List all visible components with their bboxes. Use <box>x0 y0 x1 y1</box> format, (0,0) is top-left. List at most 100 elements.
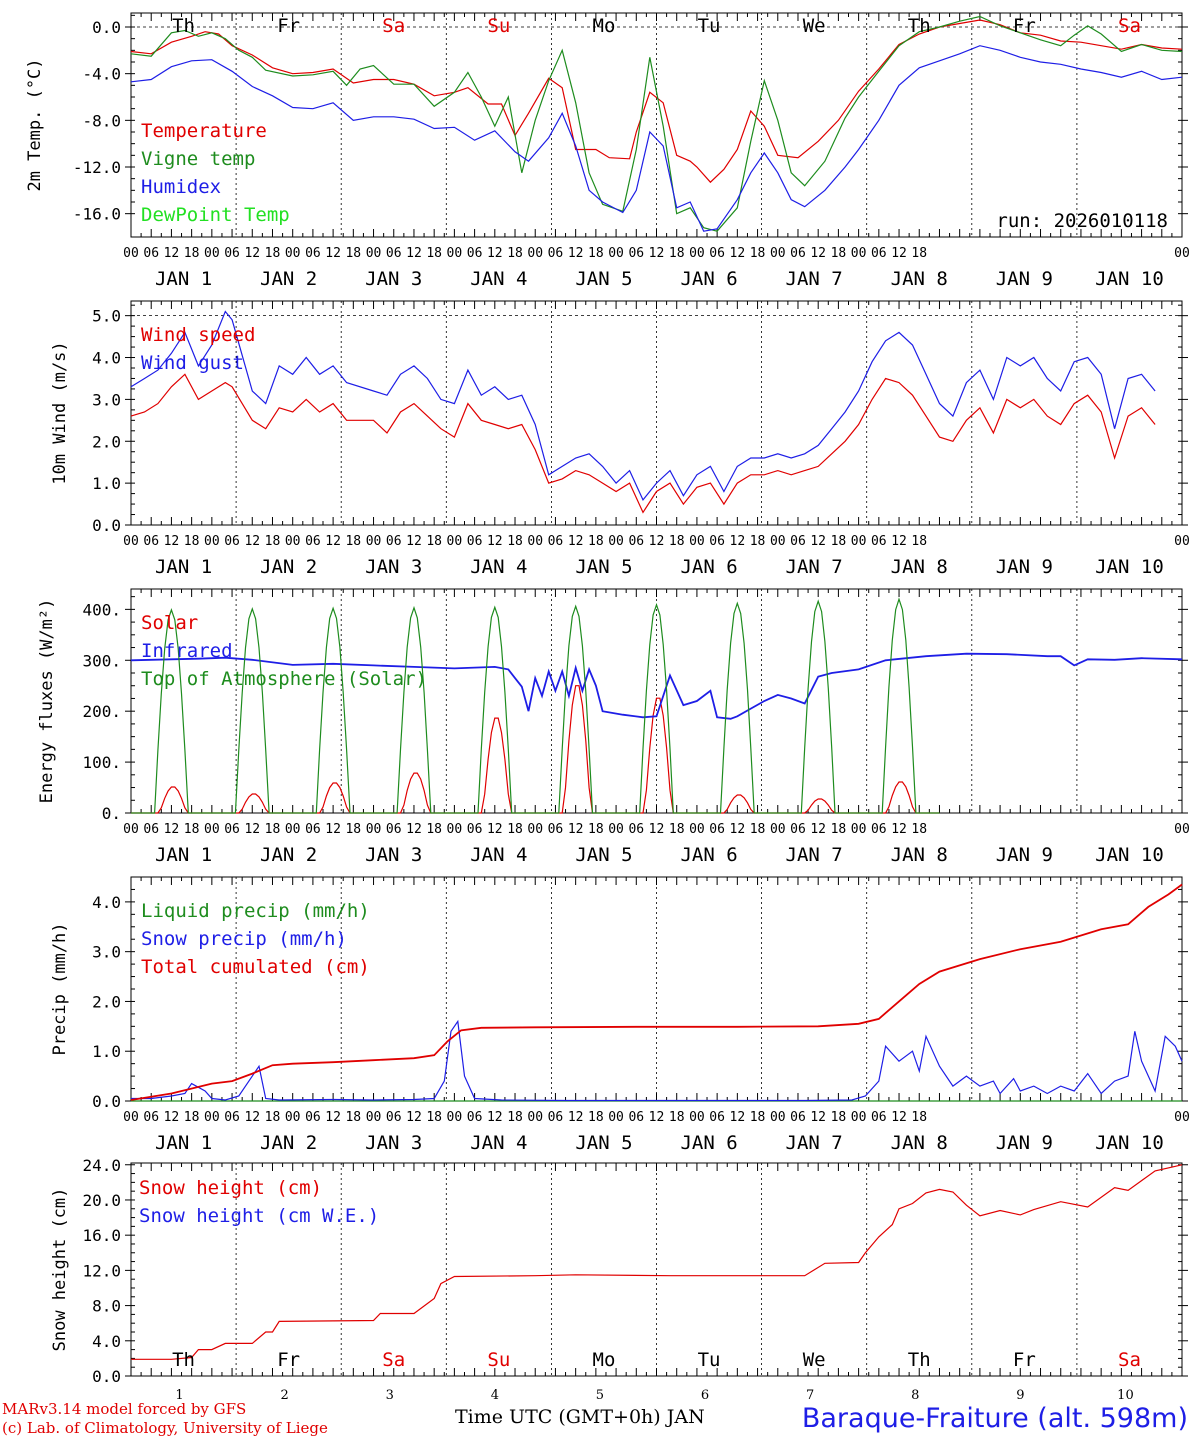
hour-tick-label: 00 <box>366 822 382 837</box>
hour-tick-label: 18 <box>184 1110 200 1125</box>
hour-tick-label: 18 <box>911 246 927 261</box>
series-line-temperature <box>130 19 1183 184</box>
y-axis-label: Energy fluxes (W/m²) <box>37 599 57 804</box>
hour-tick-label: 12 <box>406 1110 422 1125</box>
hour-tick-label: 00 <box>123 534 139 549</box>
y-axis-label: 10m Wind (m/s) <box>50 341 70 484</box>
hour-tick-label: 18 <box>265 246 281 261</box>
hour-tick-label: 12 <box>891 534 907 549</box>
hour-tick-label: 00 <box>851 534 867 549</box>
hour-tick-label: 18 <box>507 246 523 261</box>
hour-tick-label: 18 <box>345 534 361 549</box>
weekday-label: Sa <box>382 1349 405 1371</box>
hour-tick-label: 06 <box>467 822 483 837</box>
hour-tick-label: 18 <box>750 246 766 261</box>
hour-tick-label: 00 <box>204 246 220 261</box>
hour-tick-label: 06 <box>628 822 644 837</box>
hour-tick-label: 12 <box>164 246 180 261</box>
hour-tick-label: 18 <box>184 246 200 261</box>
hour-tick-label: 00 <box>770 246 786 261</box>
legend-entry: Solar <box>141 612 198 634</box>
day-number-label: 2 <box>281 1388 289 1403</box>
hour-tick-label: 12 <box>164 1110 180 1125</box>
hour-tick-label: 18 <box>426 246 442 261</box>
hour-tick-label: 00 <box>366 534 382 549</box>
hour-tick-label: 00 <box>851 1110 867 1125</box>
y-tick-label: 4.0 <box>92 1332 121 1351</box>
hour-tick-label: 18 <box>750 1110 766 1125</box>
hour-tick-label: 12 <box>325 822 341 837</box>
legend-entry: Wind speed <box>141 324 255 346</box>
hour-tick-label: 12 <box>487 1110 503 1125</box>
hour-tick-label: 12 <box>730 1110 746 1125</box>
hour-tick-label: 06 <box>305 822 321 837</box>
hour-tick-label: 12 <box>891 246 907 261</box>
y-tick-label: 20.0 <box>82 1191 121 1210</box>
date-label: JAN 7 <box>786 268 843 290</box>
hour-tick-label: 12 <box>487 822 503 837</box>
date-label: JAN 9 <box>996 1132 1053 1154</box>
hour-tick-label: 06 <box>305 1110 321 1125</box>
series-line-vigne-temp <box>130 15 1183 232</box>
hour-tick-label: 00 <box>851 822 867 837</box>
hour-tick-label: 18 <box>588 1110 604 1125</box>
date-label: JAN 1 <box>155 268 212 290</box>
hour-tick-label: 00 <box>608 1110 624 1125</box>
hour-tick-label: 00 <box>285 822 301 837</box>
hour-tick-label: 18 <box>345 1110 361 1125</box>
hour-tick-label: 18 <box>426 534 442 549</box>
hour-tick-label: 12 <box>487 246 503 261</box>
weekday-label: Mo <box>593 15 616 37</box>
legend-entry: Snow height (cm) <box>139 1177 322 1199</box>
hour-tick-label: 06 <box>628 246 644 261</box>
date-label: JAN 4 <box>470 844 527 866</box>
hour-tick-label: 12 <box>406 246 422 261</box>
hour-tick-label: 06 <box>548 534 564 549</box>
hour-tick-label: 12 <box>406 534 422 549</box>
y-tick-label: 1.0 <box>92 1042 121 1061</box>
weekday-label: Fr <box>1013 1349 1036 1371</box>
y-tick-label: 5.0 <box>92 307 121 326</box>
hour-tick-label: 00 <box>689 534 705 549</box>
hour-tick-label: 00 <box>770 534 786 549</box>
hour-tick-label: 06 <box>548 1110 564 1125</box>
day-number-label: 10 <box>1117 1388 1134 1403</box>
hour-tick-label: 18 <box>669 1110 685 1125</box>
y-tick-label: 2.0 <box>92 992 121 1011</box>
hour-tick-label: 00 <box>608 246 624 261</box>
hour-tick-label: 06 <box>871 534 887 549</box>
weekday-label: Th <box>172 1349 195 1371</box>
hour-tick-label: 00 <box>366 246 382 261</box>
weekday-label: Tu <box>698 15 721 37</box>
hour-tick-label: 18 <box>831 534 847 549</box>
y-tick-label: 3.0 <box>92 390 121 409</box>
date-label: JAN 10 <box>1095 844 1164 866</box>
date-label: JAN 5 <box>575 556 632 578</box>
hour-tick-label: 18 <box>750 534 766 549</box>
day-number-label: 3 <box>386 1388 394 1403</box>
hour-tick-label: 18 <box>184 534 200 549</box>
hour-tick-label: 12 <box>568 246 584 261</box>
hour-tick-label: 06 <box>386 822 402 837</box>
hour-tick-label: 00 <box>204 1110 220 1125</box>
hour-tick-label: 06 <box>305 534 321 549</box>
hour-tick-label: 06 <box>790 534 806 549</box>
date-label: JAN 1 <box>155 844 212 866</box>
y-tick-label: -12.0 <box>73 158 121 177</box>
hour-tick-label: 12 <box>730 534 746 549</box>
y-tick-label: 24.0 <box>82 1156 121 1175</box>
date-label: JAN 7 <box>786 844 843 866</box>
date-label: JAN 2 <box>260 1132 317 1154</box>
hour-tick-label: 00 <box>123 822 139 837</box>
hour-tick-label: 12 <box>891 822 907 837</box>
weekday-label: Tu <box>698 1349 721 1371</box>
hour-tick-label: 18 <box>911 534 927 549</box>
hour-tick-label: 18 <box>507 534 523 549</box>
hour-tick-label: 00 <box>447 534 463 549</box>
date-label: JAN 5 <box>575 844 632 866</box>
hour-tick-label: 12 <box>810 534 826 549</box>
weekday-label: Sa <box>1118 1349 1141 1371</box>
hour-tick-label: 12 <box>568 534 584 549</box>
hour-tick-label: 12 <box>325 1110 341 1125</box>
hour-tick-label: 00 <box>204 534 220 549</box>
